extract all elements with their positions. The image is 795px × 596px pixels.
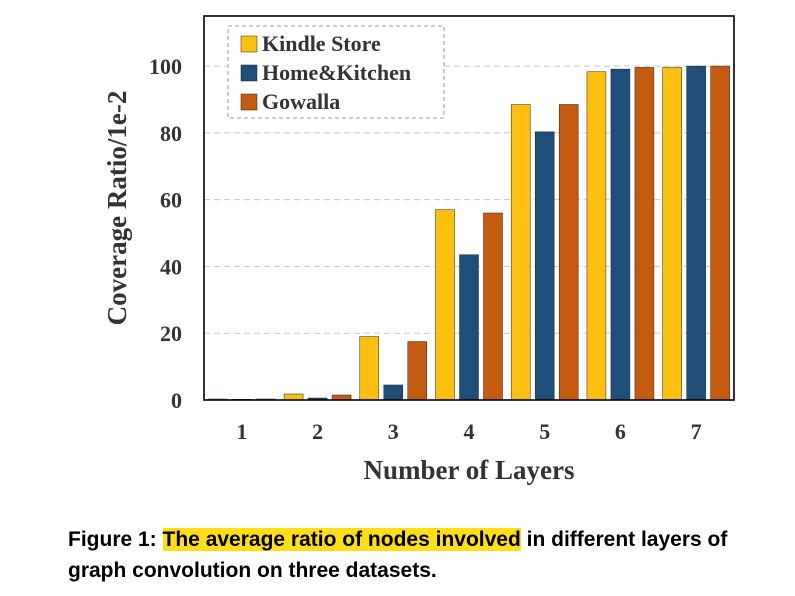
bar-home-kitchen: [686, 65, 706, 401]
legend-swatch: [240, 93, 258, 111]
legend-frame: [227, 25, 445, 119]
y-tick-label: 100: [149, 54, 182, 79]
bars: [208, 65, 730, 401]
x-axis-title: Number of Layers: [364, 455, 575, 485]
bar-kindle-store: [662, 67, 682, 401]
y-tick-label: 80: [160, 121, 182, 146]
bar-gowalla: [634, 67, 655, 401]
y-axis-title: Coverage Ratio/1e-2: [102, 91, 132, 326]
bar-gowalla: [558, 104, 579, 401]
bar-home-kitchen: [383, 384, 404, 401]
x-tick-label: 2: [312, 419, 323, 444]
bar-home-kitchen: [534, 131, 555, 401]
bar-gowalla: [483, 212, 503, 401]
bar-home-kitchen: [610, 68, 631, 401]
bar-kindle-store: [359, 336, 380, 401]
x-tick-label: 3: [388, 419, 399, 444]
x-tick-labels: 1 2 3 4 5 6 7: [236, 419, 701, 444]
y-tick-label: 0: [171, 388, 182, 413]
x-tick-label: 7: [691, 419, 702, 444]
y-tick-labels: 0 20 40 60 80 100: [149, 54, 182, 413]
y-tick-label: 20: [160, 321, 182, 346]
legend-swatch: [240, 35, 258, 53]
legend-items: Kindle Store Home&Kitchen Gowalla: [240, 31, 411, 114]
x-tick-label: 6: [615, 419, 626, 444]
x-tick-label: 4: [464, 419, 475, 444]
caption-rest: in different layers of graph convolution…: [68, 528, 728, 582]
plot-frame: [203, 15, 735, 401]
bar-gowalla: [407, 341, 428, 401]
bar-home-kitchen: [459, 254, 479, 401]
legend-swatch: [240, 64, 258, 82]
bar-chart: 0 20 40 60 80 100 1 2 3 4 5 6 7 Number of Layers Co…: [102, 15, 735, 485]
legend: Kindle Store Home&Kitchen Gowalla: [227, 25, 445, 119]
y-tick-label: 40: [160, 254, 182, 279]
legend-label: Gowalla: [262, 89, 340, 114]
x-tick-label: 5: [539, 419, 550, 444]
caption-highlight: The average ratio of nodes involved: [162, 528, 521, 551]
bar-kindle-store: [586, 71, 607, 401]
legend-label: Home&Kitchen: [262, 60, 411, 85]
figure-caption: Figure 1: The average ratio of nodes inv…: [68, 524, 780, 586]
legend-label: Kindle Store: [262, 31, 381, 56]
x-tick-label: 1: [236, 419, 247, 444]
bar-kindle-store: [435, 209, 455, 401]
bar-gowalla: [710, 65, 730, 401]
bar-kindle-store: [510, 104, 531, 401]
caption-label: Figure 1:: [68, 528, 157, 551]
y-tick-label: 60: [160, 188, 182, 213]
bar-kindle-store: [283, 393, 304, 401]
